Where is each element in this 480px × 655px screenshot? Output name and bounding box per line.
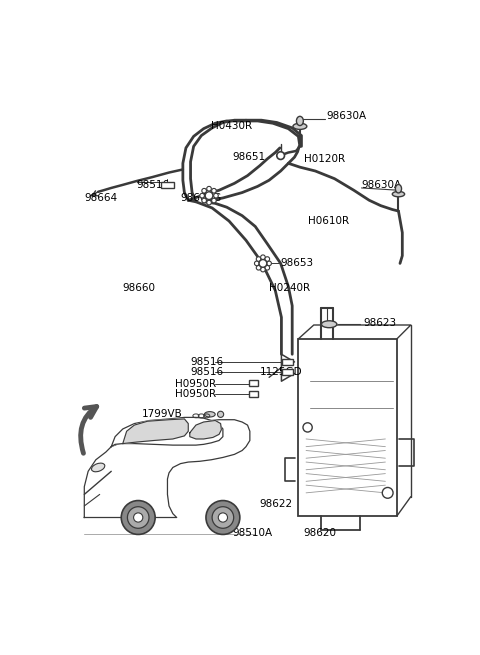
FancyBboxPatch shape [282,359,293,365]
Circle shape [256,257,261,261]
Ellipse shape [293,123,307,130]
Circle shape [133,513,143,522]
Text: 98660: 98660 [123,283,156,293]
Circle shape [254,261,259,266]
Ellipse shape [396,185,402,193]
Text: 98651: 98651 [232,152,265,162]
Circle shape [206,500,240,534]
Ellipse shape [392,191,405,196]
Text: 98664: 98664 [84,193,118,203]
Polygon shape [190,421,221,439]
Circle shape [256,265,261,270]
Text: 98516: 98516 [137,180,170,190]
Circle shape [265,265,270,270]
Text: H0120R: H0120R [304,155,345,164]
Circle shape [277,152,285,159]
Circle shape [217,411,224,417]
Text: H0430R: H0430R [211,121,252,132]
Polygon shape [84,420,250,517]
Text: H0240R: H0240R [269,283,310,293]
Text: H0610R: H0610R [308,216,349,226]
Polygon shape [123,419,188,443]
Circle shape [382,487,393,498]
Ellipse shape [204,411,215,417]
Circle shape [207,200,211,205]
Text: 1125GD: 1125GD [260,367,302,377]
Circle shape [218,513,228,522]
Ellipse shape [322,321,337,328]
Circle shape [261,267,265,272]
Text: 98661G: 98661G [180,193,222,203]
Text: 98623: 98623 [363,318,396,328]
Circle shape [212,198,216,203]
Circle shape [207,187,211,191]
Circle shape [121,500,155,534]
FancyBboxPatch shape [161,182,174,188]
Text: 98516: 98516 [191,357,224,367]
Text: 98630A: 98630A [327,111,367,121]
Circle shape [202,189,206,193]
Text: 98653: 98653 [281,259,314,269]
Text: 98630A: 98630A [361,180,402,190]
Text: 98516: 98516 [191,367,224,377]
Circle shape [212,189,216,193]
Text: 1799VB: 1799VB [142,409,183,419]
Circle shape [214,193,218,198]
Text: 98620: 98620 [304,528,337,538]
Text: H0950R: H0950R [175,389,216,400]
Circle shape [265,257,270,261]
FancyBboxPatch shape [299,339,397,516]
Circle shape [205,192,213,200]
Polygon shape [111,417,223,447]
FancyBboxPatch shape [249,391,258,397]
FancyBboxPatch shape [282,369,293,375]
Circle shape [259,259,267,267]
Text: H0950R: H0950R [175,379,216,388]
Circle shape [303,422,312,432]
Circle shape [212,507,234,529]
Circle shape [127,507,149,529]
Ellipse shape [92,463,105,472]
FancyBboxPatch shape [249,381,258,386]
Text: 98510A: 98510A [232,528,272,538]
Ellipse shape [297,117,303,126]
Circle shape [200,193,204,198]
Circle shape [202,198,206,203]
Text: 98622: 98622 [260,498,293,509]
Circle shape [261,255,265,259]
Circle shape [267,261,271,266]
